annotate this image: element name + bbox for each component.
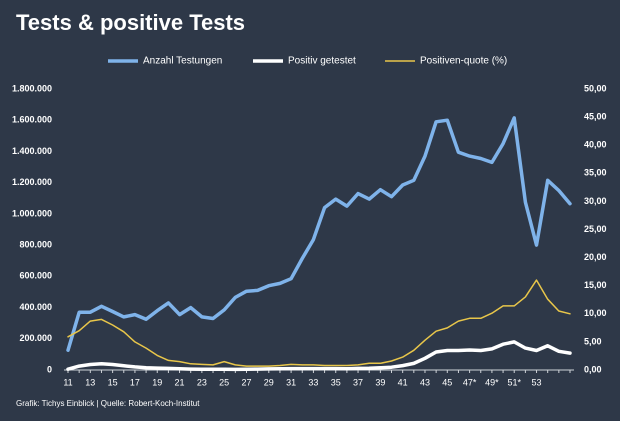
y-tick-label: 800.000 [19, 239, 52, 249]
x-tick-label: 13 [85, 377, 95, 387]
y2-tick-label: 15,00 [584, 280, 607, 290]
x-tick-label: 11 [63, 377, 72, 387]
y-tick-label: 1.400.000 [12, 146, 52, 156]
y-tick-label: 400.000 [19, 302, 52, 312]
x-tick-label: 37 [353, 377, 363, 387]
y2-tick-label: 40,00 [584, 140, 607, 150]
x-tick-label: 21 [175, 377, 185, 387]
y-tick-label: 1.200.000 [12, 177, 52, 187]
x-tick-label: 23 [197, 377, 207, 387]
x-tick-label: 17 [130, 377, 140, 387]
x-tick-label: 45 [442, 377, 452, 387]
y2-tick-label: 20,00 [584, 252, 607, 262]
legend-label: Positiven-quote (%) [420, 56, 507, 67]
y-tick-label: 1.600.000 [12, 115, 52, 125]
y-tick-label: 1.800.000 [12, 83, 52, 93]
y2-tick-label: 25,00 [584, 224, 607, 234]
x-tick-label: 47* [463, 377, 477, 387]
y-tick-label: 200.000 [19, 333, 52, 343]
series-line [67, 279, 571, 367]
series-line [66, 340, 572, 372]
x-tick-label: 31 [286, 377, 296, 387]
x-tick-label: 19 [152, 377, 162, 387]
x-tick-label: 53 [532, 377, 542, 387]
legend-label: Positiv getestet [288, 56, 356, 67]
y2-tick-label: 5,00 [584, 336, 602, 346]
y-tick-label: 1.000.000 [12, 208, 52, 218]
x-tick-label: 51* [507, 377, 521, 387]
x-tick-label: 33 [308, 377, 318, 387]
y2-tick-label: 45,00 [584, 111, 607, 121]
source-note: Grafik: Tichys Einblick | Quelle: Robert… [16, 399, 200, 408]
x-tick-label: 49* [485, 377, 499, 387]
x-tick-label: 43 [420, 377, 430, 387]
y2-tick-label: 10,00 [584, 308, 607, 318]
y2-tick-label: 50,00 [584, 83, 607, 93]
y-tick-label: 600.000 [19, 271, 52, 281]
x-tick-label: 35 [331, 377, 341, 387]
y2-tick-label: 0,00 [584, 364, 602, 374]
x-tick-label: 41 [398, 377, 408, 387]
y2-tick-label: 35,00 [584, 168, 607, 178]
x-tick-label: 27 [241, 377, 251, 387]
chart-title: Tests & positive Tests [16, 10, 245, 35]
x-tick-label: 39 [375, 377, 385, 387]
y2-tick-label: 30,00 [584, 196, 607, 206]
series-line [66, 116, 572, 352]
x-tick-label: 25 [219, 377, 229, 387]
legend-label: Anzahl Testungen [143, 56, 222, 67]
y-tick-label: 0 [47, 364, 52, 374]
x-tick-label: 29 [264, 377, 274, 387]
x-tick-label: 15 [108, 377, 118, 387]
